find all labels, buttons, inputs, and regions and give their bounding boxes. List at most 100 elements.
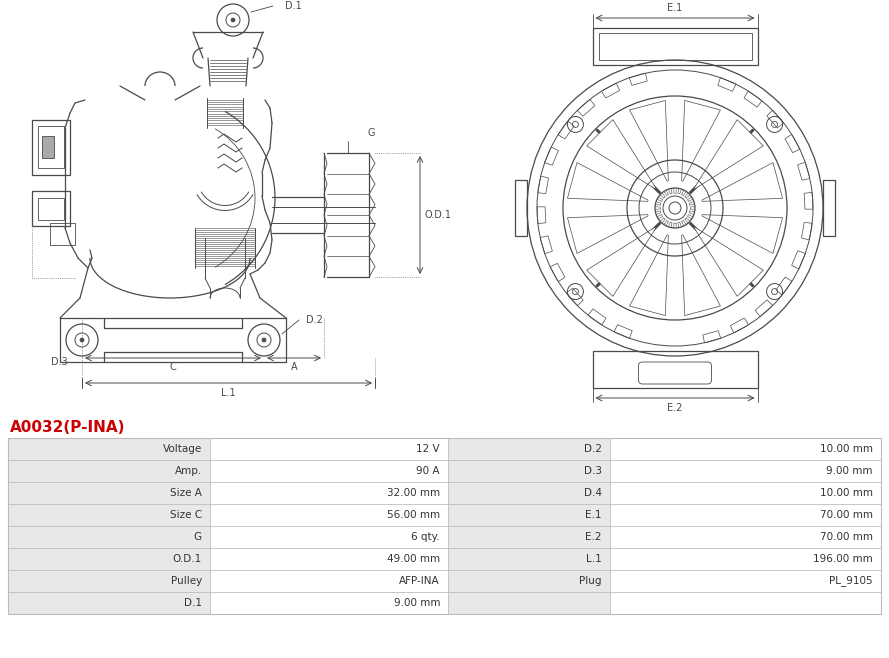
Text: 196.00 mm: 196.00 mm xyxy=(813,554,873,564)
Text: A: A xyxy=(291,362,297,372)
Bar xyxy=(8,482,210,504)
Polygon shape xyxy=(567,215,648,253)
Text: 90 A: 90 A xyxy=(417,466,440,476)
Bar xyxy=(50,223,75,245)
Polygon shape xyxy=(694,120,764,189)
Bar xyxy=(210,526,448,548)
Bar xyxy=(448,570,610,592)
Bar xyxy=(610,482,881,504)
Text: 10.00 mm: 10.00 mm xyxy=(820,488,873,498)
Polygon shape xyxy=(545,147,558,165)
Text: G: G xyxy=(368,128,375,138)
Bar xyxy=(8,438,210,460)
Bar xyxy=(515,180,527,236)
Text: E.1: E.1 xyxy=(668,3,683,13)
Bar xyxy=(210,482,448,504)
Bar xyxy=(448,460,610,482)
Polygon shape xyxy=(702,215,782,253)
Text: 70.00 mm: 70.00 mm xyxy=(820,510,873,520)
Bar xyxy=(210,438,448,460)
Polygon shape xyxy=(629,73,647,86)
Polygon shape xyxy=(550,263,565,282)
Text: D.3: D.3 xyxy=(584,466,602,476)
Bar xyxy=(598,33,751,60)
Text: PL_9105: PL_9105 xyxy=(829,576,873,586)
Bar xyxy=(32,191,70,226)
Text: 9.00 mm: 9.00 mm xyxy=(394,598,440,608)
Bar xyxy=(610,504,881,526)
Bar xyxy=(38,126,64,168)
Text: D.3: D.3 xyxy=(52,357,68,367)
Bar xyxy=(210,504,448,526)
Text: Voltage: Voltage xyxy=(163,444,202,454)
Bar xyxy=(8,526,210,548)
Polygon shape xyxy=(614,324,632,338)
Polygon shape xyxy=(567,163,648,201)
Polygon shape xyxy=(805,192,813,209)
Bar xyxy=(210,592,448,614)
Polygon shape xyxy=(785,134,800,153)
Bar xyxy=(8,592,210,614)
Polygon shape xyxy=(797,163,810,180)
Polygon shape xyxy=(694,228,764,296)
Bar xyxy=(823,180,835,236)
Bar xyxy=(38,198,64,220)
Text: D.1: D.1 xyxy=(285,1,301,11)
Text: L.1: L.1 xyxy=(221,388,236,398)
Polygon shape xyxy=(537,207,546,224)
Bar xyxy=(32,120,70,175)
Polygon shape xyxy=(602,83,620,98)
Text: D.2: D.2 xyxy=(306,315,323,325)
Polygon shape xyxy=(703,331,721,343)
Bar xyxy=(610,548,881,570)
Bar xyxy=(448,548,610,570)
Text: E.2: E.2 xyxy=(668,403,683,413)
Bar xyxy=(448,504,610,526)
Circle shape xyxy=(231,18,235,22)
Text: G: G xyxy=(194,532,202,542)
Polygon shape xyxy=(541,236,552,254)
Polygon shape xyxy=(744,91,762,107)
Bar xyxy=(8,438,881,614)
Text: Pulley: Pulley xyxy=(171,576,202,586)
Polygon shape xyxy=(802,222,813,240)
Bar xyxy=(592,351,757,388)
Bar xyxy=(210,460,448,482)
Text: 49.00 mm: 49.00 mm xyxy=(387,554,440,564)
Circle shape xyxy=(80,338,84,342)
Text: D.4: D.4 xyxy=(584,488,602,498)
Bar xyxy=(210,570,448,592)
Polygon shape xyxy=(558,121,574,139)
FancyBboxPatch shape xyxy=(638,362,711,384)
Polygon shape xyxy=(682,101,720,181)
Text: O.D.1: O.D.1 xyxy=(172,554,202,564)
Polygon shape xyxy=(791,251,805,269)
Bar xyxy=(8,548,210,570)
Text: 32.00 mm: 32.00 mm xyxy=(387,488,440,498)
Polygon shape xyxy=(776,277,792,295)
Bar xyxy=(42,136,54,158)
Bar xyxy=(8,460,210,482)
Text: Size A: Size A xyxy=(170,488,202,498)
Text: C: C xyxy=(170,362,176,372)
Bar xyxy=(610,526,881,548)
Polygon shape xyxy=(731,318,749,333)
Polygon shape xyxy=(566,288,583,306)
Text: 12 V: 12 V xyxy=(416,444,440,454)
Text: Size C: Size C xyxy=(170,510,202,520)
Bar xyxy=(448,592,610,614)
Circle shape xyxy=(262,338,266,342)
Bar xyxy=(610,460,881,482)
Text: L.1: L.1 xyxy=(586,554,602,564)
Bar xyxy=(448,482,610,504)
Text: Plug: Plug xyxy=(580,576,602,586)
Text: 70.00 mm: 70.00 mm xyxy=(820,532,873,542)
Text: 56.00 mm: 56.00 mm xyxy=(387,510,440,520)
Text: D.1: D.1 xyxy=(184,598,202,608)
Bar xyxy=(448,438,610,460)
Text: 6 qty.: 6 qty. xyxy=(412,532,440,542)
Text: E.2: E.2 xyxy=(586,532,602,542)
Bar xyxy=(448,526,610,548)
Polygon shape xyxy=(767,111,783,128)
Polygon shape xyxy=(717,78,736,91)
